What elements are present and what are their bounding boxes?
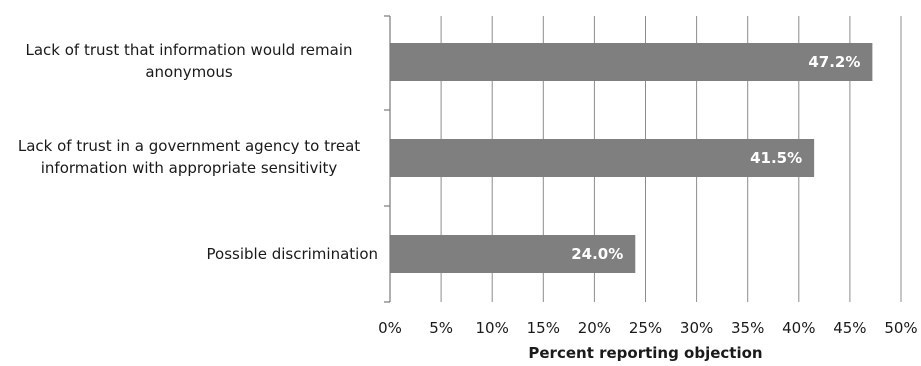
x-tick-label: 35% xyxy=(731,319,764,337)
x-tick-label: 0% xyxy=(378,319,402,337)
x-tick-label: 25% xyxy=(629,319,662,337)
x-tick-labels: 0% 5% 10% 15% 20% 25% 30% 35% 40% 45% 50% xyxy=(378,319,918,337)
bar xyxy=(390,139,815,177)
category-label-anonymity: Lack of trust that information would rem… xyxy=(25,41,353,81)
x-tick-label: 50% xyxy=(884,319,917,337)
bars: 47.2% 41.5% 24.0% xyxy=(390,43,873,273)
bar xyxy=(390,43,873,81)
x-tick-label: 40% xyxy=(782,319,815,337)
bar-data-label: 41.5% xyxy=(750,149,802,167)
x-axis-title: Percent reporting objection xyxy=(528,344,763,362)
category-label-government-trust: Lack of trust in a government agency to … xyxy=(17,137,361,177)
x-tick-label: 20% xyxy=(578,319,611,337)
bar xyxy=(390,235,636,273)
x-tick-label: 5% xyxy=(429,319,453,337)
x-tick-label: 15% xyxy=(527,319,560,337)
x-tick-label: 30% xyxy=(680,319,713,337)
category-label-discrimination: Possible discrimination xyxy=(206,245,378,263)
x-tick-label: 45% xyxy=(833,319,866,337)
axes xyxy=(384,15,391,303)
bar-data-label: 47.2% xyxy=(808,53,860,71)
bar-data-label: 24.0% xyxy=(571,245,623,263)
x-tick-label: 10% xyxy=(476,319,509,337)
